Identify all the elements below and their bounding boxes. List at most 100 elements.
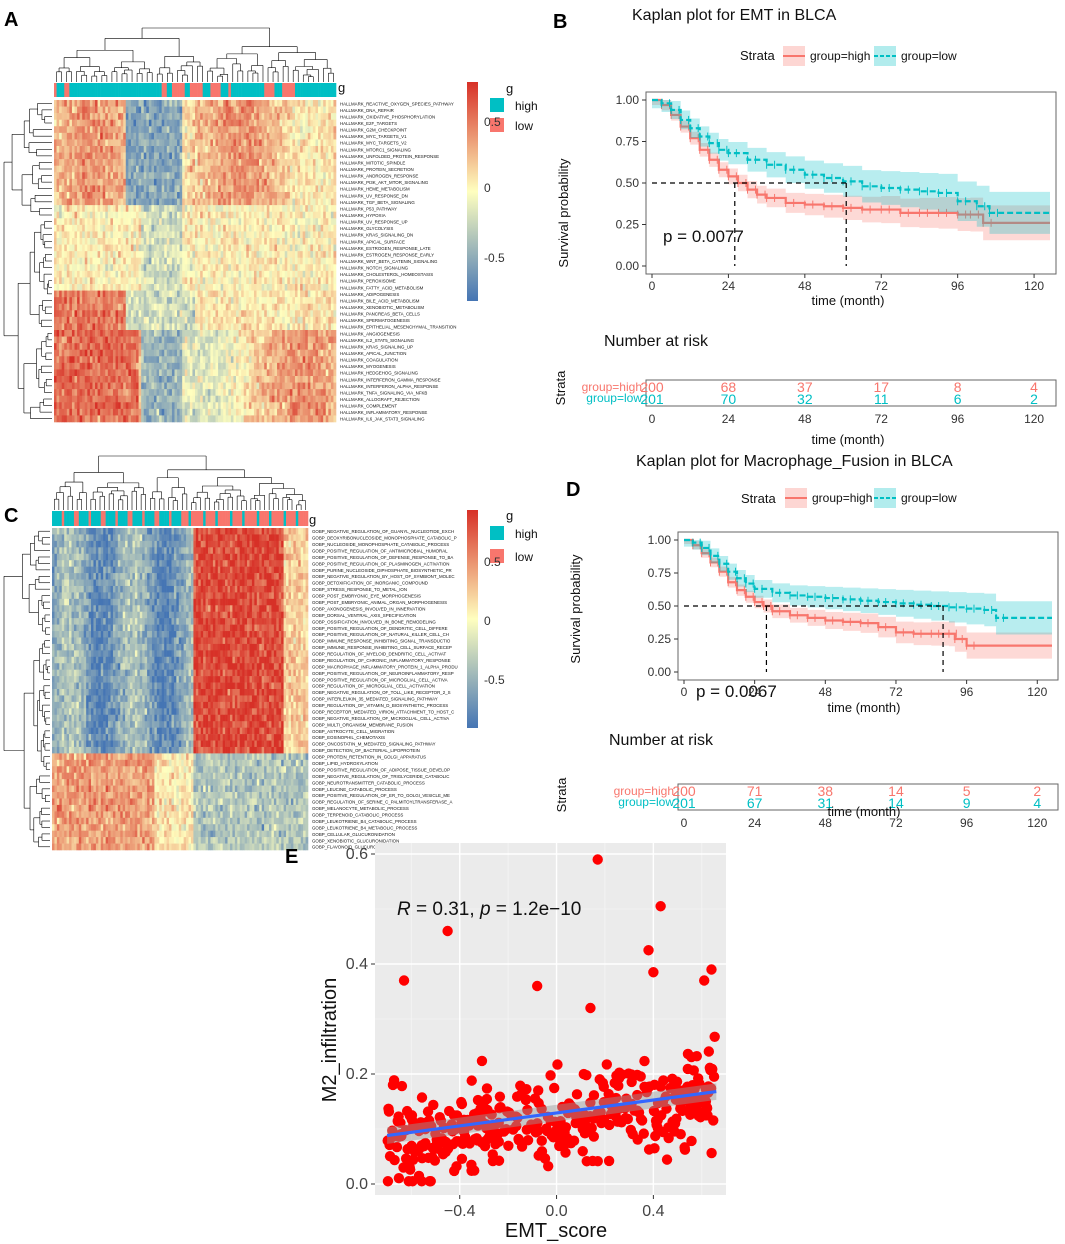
heatmap-cell <box>256 303 260 311</box>
heatmap-cell <box>125 251 129 259</box>
heatmap-cell <box>97 251 101 259</box>
heatmap-cell <box>225 178 229 186</box>
heatmap-cell <box>287 290 291 298</box>
heatmap-cell <box>238 349 242 357</box>
heatmap-cell <box>302 264 306 272</box>
heatmap-cell <box>187 369 191 377</box>
heatmap-cell <box>238 303 242 311</box>
annotation-cell <box>305 83 309 97</box>
heatmap-cell <box>287 119 291 127</box>
heatmap-cell <box>138 323 142 331</box>
heatmap-cell <box>307 277 311 285</box>
heatmap-cell <box>300 146 303 153</box>
heatmap-cell <box>110 139 114 147</box>
heatmap-cell <box>84 205 88 213</box>
heatmap-cell <box>248 165 252 173</box>
heatmap-cell <box>110 277 114 285</box>
heatmap-cell <box>123 178 127 186</box>
heatmap-cell <box>192 303 196 311</box>
heatmap-cell <box>300 330 303 337</box>
heatmap-cell <box>279 185 283 193</box>
heatmap-cell <box>179 211 183 219</box>
heatmap-cell <box>202 290 206 298</box>
heatmap-cell <box>187 349 191 357</box>
heatmap-cell <box>159 100 162 107</box>
heatmap-cell <box>54 152 57 160</box>
heatmap-cell <box>179 165 183 173</box>
heatmap-cell <box>297 290 301 298</box>
heatmap-cell <box>136 165 139 173</box>
heatmap-cell <box>182 224 186 232</box>
heatmap-cell <box>177 316 180 324</box>
heatmap-cell <box>130 290 134 298</box>
heatmap-cell <box>230 323 234 331</box>
heatmap-cell <box>202 356 206 364</box>
heatmap-cell <box>266 119 270 127</box>
heatmap-cell <box>89 165 93 173</box>
heatmap-cell <box>223 264 227 272</box>
annotation-cell <box>133 83 137 97</box>
heatmap-cell <box>333 165 337 173</box>
heatmap-cell <box>120 132 124 140</box>
heatmap-cell <box>123 211 127 219</box>
heatmap-cell <box>136 316 139 324</box>
heatmap-cell <box>282 211 286 219</box>
heatmap-cell <box>215 100 219 107</box>
heatmap-cell <box>302 100 306 107</box>
heatmap-cell <box>71 369 75 377</box>
heatmap-cell <box>248 330 252 337</box>
heatmap-cell <box>110 146 114 153</box>
heatmap-cell <box>251 231 255 239</box>
heatmap-cell <box>151 132 155 140</box>
heatmap-cell <box>169 284 173 291</box>
heatmap-cell <box>182 336 186 344</box>
heatmap-cell <box>115 198 119 206</box>
heatmap-cell <box>320 343 324 351</box>
heatmap-cell <box>292 172 296 180</box>
heatmap-cell <box>289 224 293 232</box>
heatmap-cell <box>125 284 129 291</box>
heatmap-cell <box>138 126 142 134</box>
heatmap-cell <box>112 362 116 370</box>
heatmap-cell <box>169 218 173 226</box>
heatmap-cell <box>143 297 147 305</box>
heatmap-cell <box>282 185 286 193</box>
heatmap-cell <box>297 192 301 199</box>
heatmap-cell <box>236 119 239 127</box>
heatmap-cell <box>146 264 150 272</box>
heatmap-cell <box>207 310 211 318</box>
annotation-cell <box>161 83 165 97</box>
heatmap-cell <box>141 290 145 298</box>
heatmap-cell <box>156 211 160 219</box>
heatmap-cell <box>274 146 278 153</box>
heatmap-cell <box>89 106 93 114</box>
heatmap-cell <box>156 126 160 134</box>
heatmap-cell <box>148 284 152 291</box>
heatmap-cell <box>307 356 311 364</box>
heatmap-cell <box>271 316 275 324</box>
heatmap-cell <box>261 349 265 357</box>
heatmap-cell <box>274 336 278 344</box>
heatmap-cell <box>264 323 268 331</box>
heatmap-cell <box>251 244 255 252</box>
heatmap-cell <box>246 336 250 344</box>
heatmap-cell <box>279 356 283 364</box>
heatmap-cell <box>287 244 291 252</box>
heatmap-cell <box>264 264 268 272</box>
heatmap-cell <box>156 152 160 160</box>
heatmap-cell <box>156 205 160 213</box>
heatmap-cell <box>261 264 265 272</box>
heatmap-cell <box>277 244 280 252</box>
heatmap-cell <box>120 198 124 206</box>
heatmap-cell <box>128 323 132 331</box>
heatmap-cell <box>128 172 132 180</box>
heatmap-cell <box>79 264 83 272</box>
heatmap-cell <box>105 303 109 311</box>
heatmap-cell <box>120 349 124 357</box>
heatmap-cell <box>241 172 245 180</box>
heatmap-cell <box>161 303 165 311</box>
heatmap-cell <box>223 146 227 153</box>
heatmap-cell <box>207 211 211 219</box>
heatmap-cell <box>282 297 286 305</box>
heatmap-cell <box>284 343 288 351</box>
